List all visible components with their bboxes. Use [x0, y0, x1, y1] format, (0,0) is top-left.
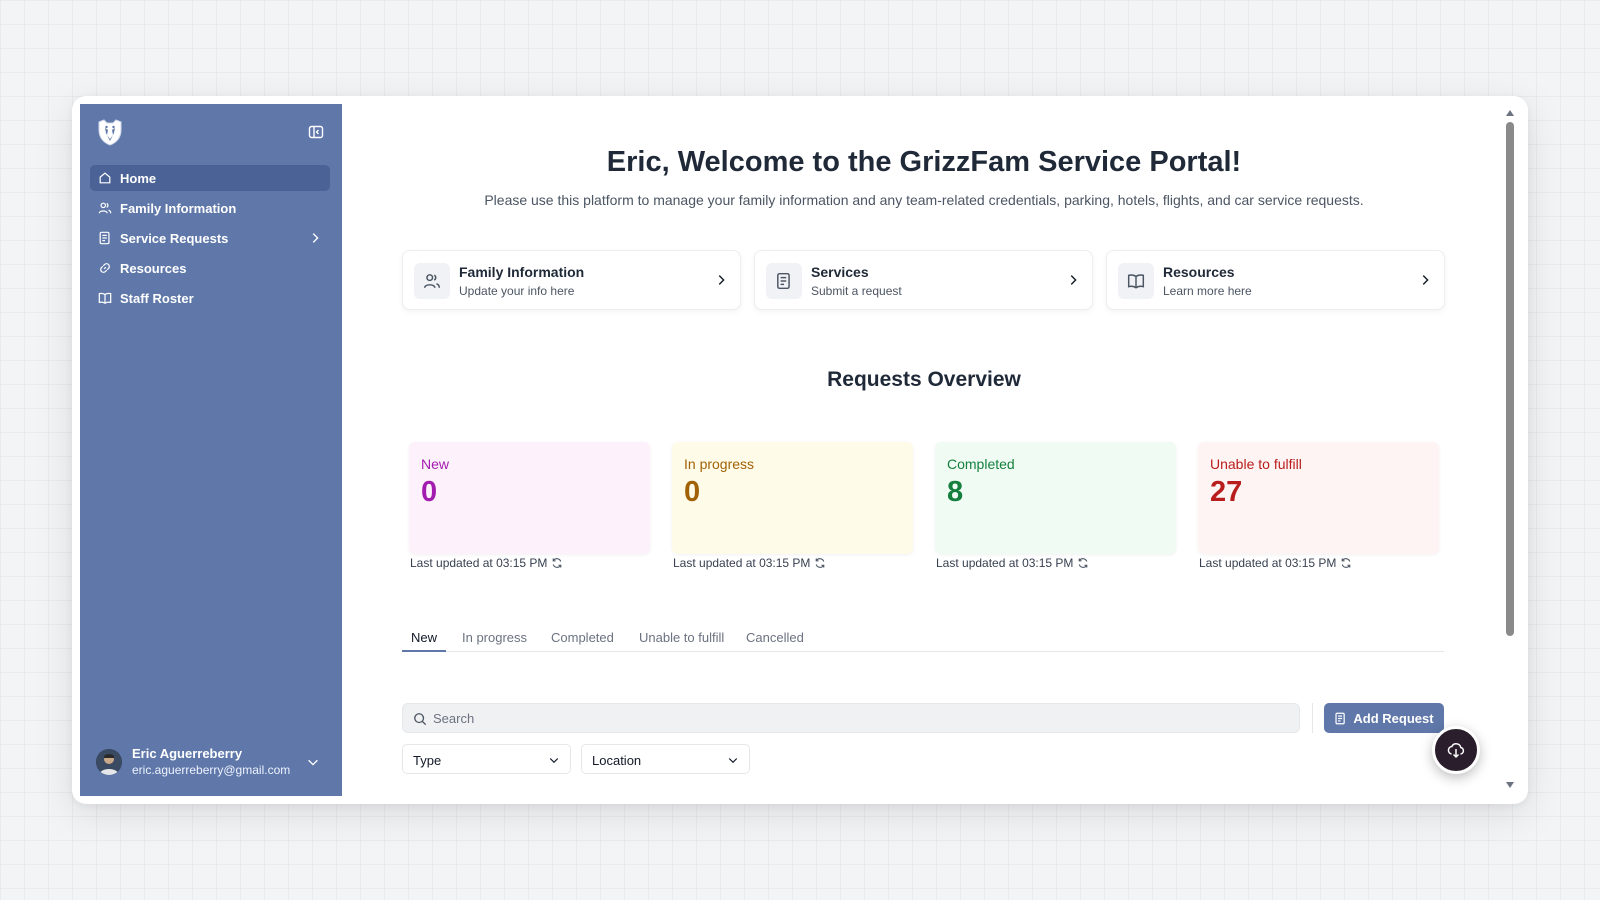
add-request-label: Add Request: [1353, 710, 1434, 726]
divider: [1312, 703, 1313, 733]
chevron-right-icon: [718, 275, 725, 285]
avatar: [96, 749, 122, 775]
stat-updated-text: Last updated at 03:15 PM: [410, 556, 548, 570]
chevron-right-icon: [1070, 275, 1077, 285]
sidebar-item-label: Service Requests: [120, 230, 229, 246]
add-request-button[interactable]: Add Request: [1324, 703, 1444, 733]
quick-link-family-information[interactable]: Family Information Update your info here: [402, 250, 741, 310]
clipboard-icon: [99, 231, 110, 245]
sidebar-collapse-icon[interactable]: [308, 124, 324, 140]
quick-link-subtitle: Learn more here: [1163, 284, 1252, 298]
refresh-icon[interactable]: [1340, 557, 1352, 569]
stat-card-unable-to-fulfill: Unable to fulfill 27: [1198, 442, 1439, 554]
stat-updated-completed: Last updated at 03:15 PM: [936, 556, 1089, 570]
quick-link-resources[interactable]: Resources Learn more here: [1106, 250, 1445, 310]
stat-updated-text: Last updated at 03:15 PM: [1199, 556, 1337, 570]
stat-value: 27: [1210, 476, 1243, 508]
chevron-down-icon[interactable]: [306, 755, 320, 769]
sidebar-item-service-requests[interactable]: Service Requests: [90, 225, 330, 251]
page-subtitle: Please use this platform to manage your …: [484, 192, 1364, 208]
page-title: Eric, Welcome to the GrizzFam Service Po…: [606, 146, 1242, 178]
location-select[interactable]: Location: [581, 744, 750, 774]
search-input[interactable]: [433, 704, 1293, 732]
stat-value: 0: [684, 476, 701, 508]
stat-card-completed: Completed 8: [935, 442, 1176, 554]
user-name: Eric Aguerreberry: [132, 746, 243, 761]
stat-value: 0: [421, 476, 438, 508]
user-email: eric.aguerreberry@gmail.com: [132, 763, 291, 777]
sidebar-nav: Home Family Information Service Requests…: [90, 165, 330, 315]
users-icon: [98, 202, 112, 214]
scroll-thumb[interactable]: [1506, 122, 1514, 636]
scroll-down-arrow[interactable]: [1506, 782, 1514, 788]
users-icon: [414, 263, 450, 299]
stat-value: 8: [947, 476, 964, 508]
scroll-up-arrow[interactable]: [1506, 110, 1514, 116]
refresh-icon[interactable]: [1077, 557, 1089, 569]
sidebar: Home Family Information Service Requests…: [80, 104, 342, 796]
tab-cancelled[interactable]: Cancelled: [746, 630, 804, 645]
tab-completed[interactable]: Completed: [551, 630, 614, 645]
clipboard-icon: [1335, 712, 1346, 724]
stat-updated-new: Last updated at 03:15 PM: [410, 556, 563, 570]
sidebar-item-label: Staff Roster: [120, 290, 194, 306]
tab-new[interactable]: New: [402, 622, 447, 652]
stat-label: Completed: [947, 456, 1015, 472]
stat-updated-in-progress: Last updated at 03:15 PM: [673, 556, 826, 570]
quick-link-subtitle: Submit a request: [811, 284, 902, 298]
stat-card-new: New 0: [409, 442, 650, 554]
overview-title: Requests Overview: [827, 368, 1021, 391]
chevron-down-icon: [728, 758, 738, 764]
stat-label: In progress: [684, 456, 755, 472]
type-select-label: Type: [413, 753, 442, 768]
book-icon: [1118, 263, 1154, 299]
quick-link-title: Resources: [1163, 264, 1235, 280]
main-content: Eric, Welcome to the GrizzFam Service Po…: [342, 104, 1520, 796]
sidebar-item-label: Home: [120, 170, 157, 186]
sidebar-item-label: Resources: [120, 260, 187, 276]
clipboard-icon: [766, 263, 802, 299]
tab-in-progress[interactable]: In progress: [462, 630, 528, 645]
stat-label: Unable to fulfill: [1210, 456, 1302, 472]
cloud-download-icon: [1447, 743, 1465, 759]
user-profile[interactable]: Eric Aguerreberry eric.aguerreberry@gmai…: [96, 744, 326, 780]
chevron-right-icon: [1422, 275, 1429, 285]
quick-link-title: Family Information: [459, 264, 585, 280]
tab-unable-to-fulfill[interactable]: Unable to fulfill: [639, 630, 725, 645]
type-select[interactable]: Type: [402, 744, 571, 774]
vertical-scrollbar[interactable]: [1504, 106, 1516, 792]
stat-updated-text: Last updated at 03:15 PM: [936, 556, 1074, 570]
floating-action-button[interactable]: [1432, 726, 1480, 774]
sidebar-item-staff-roster[interactable]: Staff Roster: [90, 285, 330, 311]
sidebar-item-home[interactable]: Home: [90, 165, 330, 191]
stat-updated-unable-to-fulfill: Last updated at 03:15 PM: [1199, 556, 1352, 570]
stat-label: New: [421, 456, 450, 472]
sidebar-item-label: Family Information: [120, 200, 237, 216]
search-icon: [414, 713, 427, 726]
home-icon: [99, 172, 111, 184]
chevron-right-icon: [312, 233, 319, 243]
stat-updated-text: Last updated at 03:15 PM: [673, 556, 811, 570]
grizzlies-logo-icon[interactable]: [94, 116, 126, 148]
refresh-icon[interactable]: [814, 557, 826, 569]
chevron-down-icon: [549, 758, 559, 764]
quick-link-title: Services: [811, 264, 869, 280]
request-tabs: New In progress Completed Unable to fulf…: [402, 622, 1444, 652]
sidebar-item-resources[interactable]: Resources: [90, 255, 330, 281]
stat-card-in-progress: In progress 0: [672, 442, 913, 554]
link-icon: [100, 263, 110, 273]
search-box: [402, 703, 1300, 733]
location-select-label: Location: [592, 753, 642, 768]
refresh-icon[interactable]: [551, 557, 563, 569]
quick-link-services[interactable]: Services Submit a request: [754, 250, 1093, 310]
sidebar-item-family-information[interactable]: Family Information: [90, 195, 330, 221]
quick-link-subtitle: Update your info here: [459, 284, 575, 298]
book-icon: [98, 292, 112, 305]
